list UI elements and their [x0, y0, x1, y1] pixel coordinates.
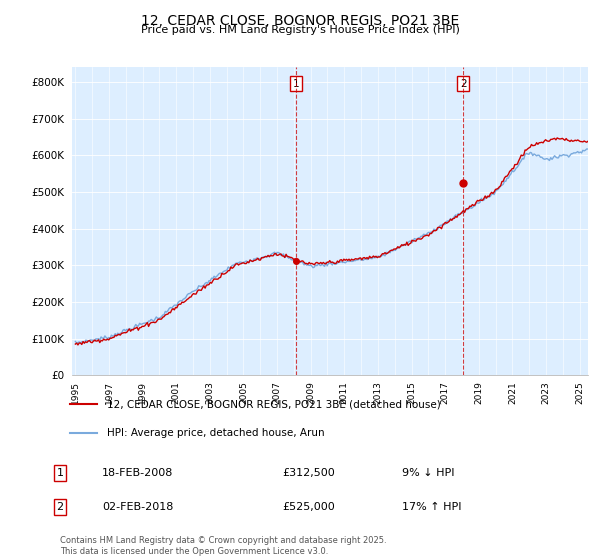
- Text: 1: 1: [56, 468, 64, 478]
- Text: 1: 1: [293, 79, 299, 88]
- Text: 2: 2: [56, 502, 64, 512]
- Text: £312,500: £312,500: [282, 468, 335, 478]
- Text: HPI: Average price, detached house, Arun: HPI: Average price, detached house, Arun: [107, 428, 325, 438]
- Text: 18-FEB-2008: 18-FEB-2008: [102, 468, 173, 478]
- Text: 02-FEB-2018: 02-FEB-2018: [102, 502, 173, 512]
- Text: 12, CEDAR CLOSE, BOGNOR REGIS, PO21 3BE: 12, CEDAR CLOSE, BOGNOR REGIS, PO21 3BE: [141, 14, 459, 28]
- Text: Price paid vs. HM Land Registry's House Price Index (HPI): Price paid vs. HM Land Registry's House …: [140, 25, 460, 35]
- Text: 17% ↑ HPI: 17% ↑ HPI: [402, 502, 461, 512]
- Text: 2: 2: [460, 79, 467, 88]
- Text: 9% ↓ HPI: 9% ↓ HPI: [402, 468, 455, 478]
- Text: 12, CEDAR CLOSE, BOGNOR REGIS, PO21 3BE (detached house): 12, CEDAR CLOSE, BOGNOR REGIS, PO21 3BE …: [107, 399, 441, 409]
- Text: £525,000: £525,000: [282, 502, 335, 512]
- Text: Contains HM Land Registry data © Crown copyright and database right 2025.
This d: Contains HM Land Registry data © Crown c…: [60, 536, 386, 556]
